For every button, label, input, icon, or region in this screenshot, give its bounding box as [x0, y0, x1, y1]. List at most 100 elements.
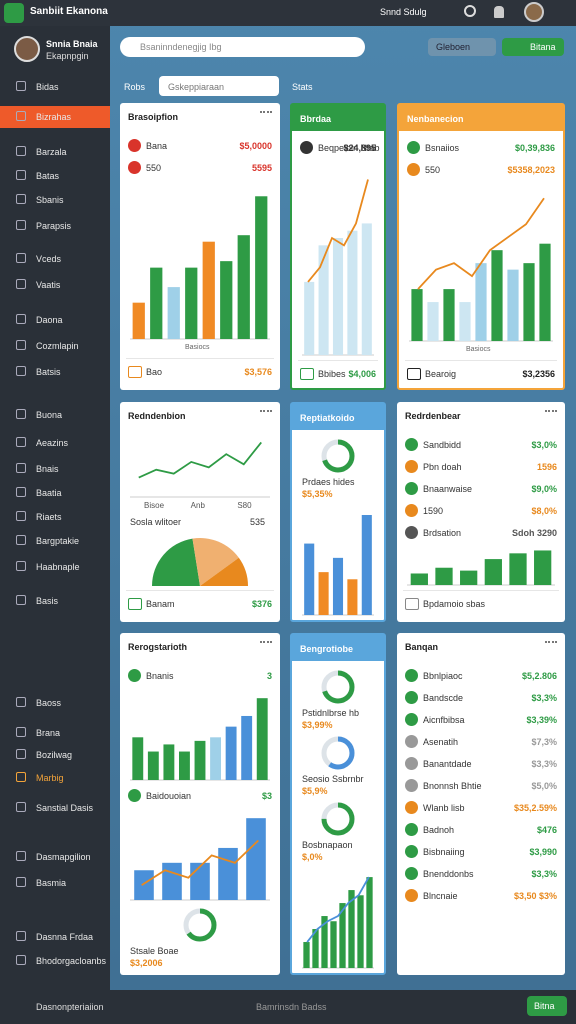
chart-wrap: [302, 502, 374, 616]
card-menu[interactable]: [260, 410, 272, 416]
avatar[interactable]: [524, 2, 544, 22]
row-icon: [128, 669, 141, 682]
row-icon: [405, 801, 418, 814]
nav-label: Cozmlapin: [36, 341, 79, 351]
chart-wrap: [302, 159, 374, 356]
bottom-button[interactable]: [527, 996, 567, 1016]
line: [306, 876, 370, 943]
footer-value: $3,2356: [522, 369, 555, 379]
row-label: Beqpeloin Ntab: [318, 143, 380, 153]
button-label: Bitana: [530, 42, 556, 52]
nav-item[interactable]: Basmia: [0, 872, 110, 894]
card-menu[interactable]: [545, 641, 557, 647]
card: Rerogstarioth Bnanis 3 Baidouoian $3 Stsale B…: [120, 633, 280, 975]
nav-icon: [16, 253, 26, 263]
nav-item[interactable]: Bidas: [0, 76, 110, 98]
nav-item[interactable]: Batsis: [0, 361, 110, 383]
button[interactable]: [502, 38, 564, 56]
bar: [534, 550, 552, 585]
footer-icon: [407, 368, 421, 380]
nav-item[interactable]: Baoss: [0, 692, 110, 714]
user-menu[interactable]: Snnd Sdulg: [380, 7, 427, 17]
user-role: Ekapnpgin: [46, 51, 89, 61]
row-value: $3,3%: [531, 759, 557, 769]
x-label: Anb: [190, 501, 205, 510]
bar: [225, 726, 237, 780]
row-label: Pbn doah: [423, 462, 462, 472]
card-menu[interactable]: [260, 641, 272, 647]
card-title: Brasoipfion: [128, 112, 179, 122]
nav-item[interactable]: Daona: [0, 309, 110, 331]
nav-item[interactable]: Aeazins: [0, 432, 110, 454]
nav-item[interactable]: Barzala: [0, 141, 110, 163]
card: Nenbanecion Bsnaiios $0,39,836 550 $5358,202…: [397, 103, 565, 390]
nav-label: Baoss: [36, 698, 62, 708]
row-label: Bsnaiios: [425, 143, 460, 153]
bar: [150, 267, 163, 339]
footer-label: Bearoig: [425, 369, 457, 379]
bar: [202, 241, 215, 339]
nav-item[interactable]: Riaets: [0, 506, 110, 528]
donut-label: Seosio Ssbrnbr: [302, 774, 364, 784]
card: Banqan Bbnlpiaoc $5,2.806 Bandscde $3,3% Aicn…: [397, 633, 565, 975]
bar: [507, 269, 519, 341]
line: [141, 839, 259, 886]
dropdown[interactable]: [428, 38, 496, 56]
nav-item[interactable]: Cozmlapin: [0, 335, 110, 357]
bell[interactable]: [494, 6, 504, 18]
nav-item[interactable]: Bhodorgacloanbs: [0, 950, 110, 972]
donut-chart: [183, 908, 217, 942]
card-menu[interactable]: [260, 111, 272, 117]
search-text: Bsaninndenegjig Ibg: [140, 42, 222, 52]
bar: [162, 862, 182, 900]
nav-item[interactable]: Bnais: [0, 458, 110, 480]
nav-item[interactable]: Buona: [0, 404, 110, 426]
filter[interactable]: [159, 76, 279, 96]
nav-icon: [16, 314, 26, 324]
nav-item[interactable]: Batas: [0, 165, 110, 187]
row-icon: [405, 526, 418, 539]
nav-label: Daona: [36, 315, 63, 325]
nav-item[interactable]: Basis: [0, 590, 110, 612]
nav-item[interactable]: Vceds: [0, 248, 110, 270]
footer-line: [126, 358, 274, 359]
nav-item[interactable]: Sbanis: [0, 189, 110, 211]
card-title: Redrdenbear: [405, 411, 461, 421]
row-value: $5,0000: [239, 141, 272, 151]
nav-item[interactable]: Bargptakie: [0, 530, 110, 552]
nav-item[interactable]: Haabnaple: [0, 556, 110, 578]
nav-item[interactable]: Parapsis: [0, 215, 110, 237]
card: Bengrotiobe Pstidnlbrse hb $3,99% Seosio Ss…: [290, 633, 386, 975]
nav-icon: [16, 697, 26, 707]
mini-chart: [302, 179, 374, 356]
nav-item[interactable]: Dasnna Frdaa: [0, 926, 110, 948]
mini-chart: [130, 196, 270, 340]
donut-arc: [321, 670, 355, 704]
nav-item[interactable]: Brana: [0, 722, 110, 744]
row-value: $7,3%: [531, 737, 557, 747]
nav-icon: [16, 851, 26, 861]
bottom-left: Dasnonpteriaiion: [36, 1002, 104, 1012]
bar: [357, 895, 364, 968]
nav-item[interactable]: Baatia: [0, 482, 110, 504]
bar: [256, 698, 268, 780]
search-box[interactable]: [120, 37, 365, 57]
bar: [210, 737, 221, 780]
nav-item[interactable]: Bozilwag: [0, 744, 110, 766]
sidebar-avatar: [14, 36, 40, 62]
bar: [304, 281, 315, 355]
nav-item[interactable]: Vaatis: [0, 274, 110, 296]
nav-item[interactable]: Marbig: [0, 767, 110, 789]
nav-item[interactable]: Bizrahas: [0, 106, 110, 128]
chart-wrap: [302, 865, 374, 969]
card-menu[interactable]: [545, 410, 557, 416]
tab[interactable]: Robs: [124, 82, 146, 92]
nav-label: Bargptakie: [36, 536, 80, 546]
nav-icon: [16, 463, 26, 473]
bar: [255, 196, 268, 339]
nav-item[interactable]: Dasmapgilion: [0, 846, 110, 868]
row-icon: [128, 161, 141, 174]
nav-item[interactable]: Sanstial Dasis: [0, 797, 110, 819]
search-icon[interactable]: [464, 5, 476, 17]
nav-icon: [16, 772, 26, 782]
